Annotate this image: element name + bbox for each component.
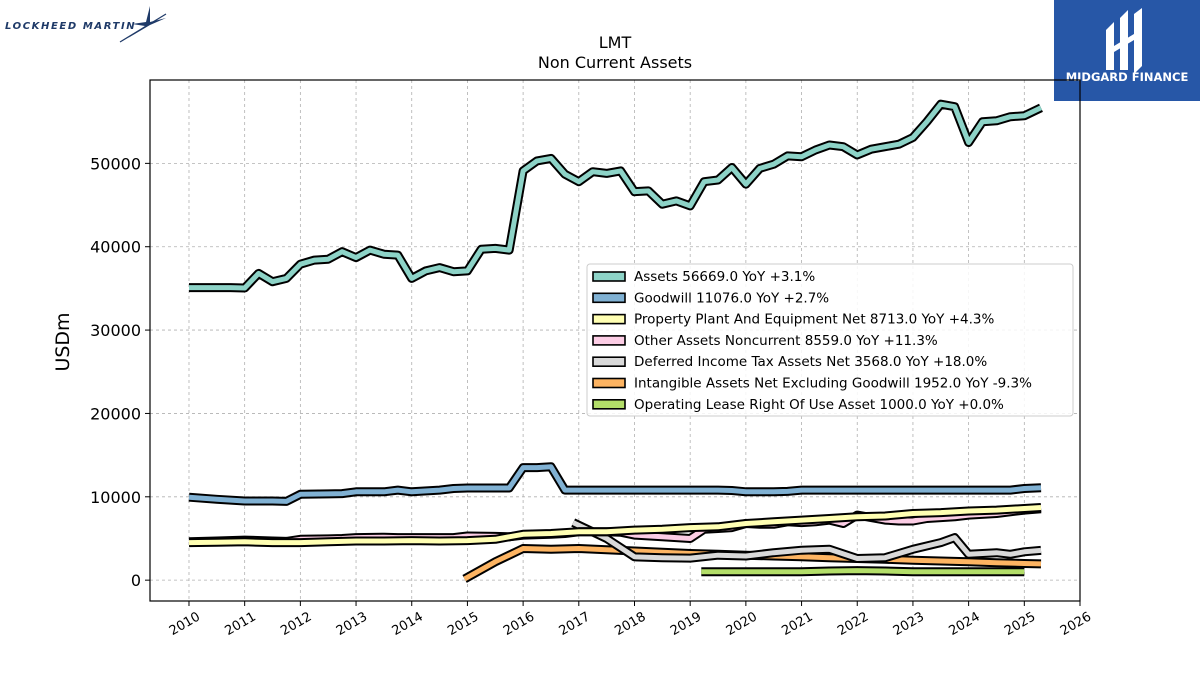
x-tick-label: 2013 bbox=[334, 609, 370, 639]
series-line bbox=[188, 505, 1042, 546]
legend-entry: Operating Lease Right Of Use Asset 1000.… bbox=[634, 397, 1004, 413]
legend-entry: Assets 56669.0 YoY +3.1% bbox=[634, 269, 815, 285]
series-line bbox=[572, 520, 1042, 561]
x-tick-label: 2019 bbox=[668, 609, 704, 639]
y-tick-label: 50000 bbox=[90, 154, 141, 173]
legend-entry: Deferred Income Tax Assets Net 3568.0 Yo… bbox=[634, 354, 987, 370]
midgard-emblem-icon bbox=[1106, 8, 1142, 74]
chart-title: LMT bbox=[599, 33, 632, 52]
series-operating-lease-right-of-use-asset bbox=[701, 566, 1025, 577]
y-tick-label: 0 bbox=[131, 571, 141, 590]
x-tick-label: 2015 bbox=[445, 609, 481, 639]
series-lines bbox=[188, 99, 1043, 583]
y-tick-label: 20000 bbox=[90, 404, 141, 423]
series-deferred-income-tax-assets-net bbox=[571, 518, 1042, 563]
y-tick-label: 30000 bbox=[90, 321, 141, 340]
x-tick-label: 2012 bbox=[278, 609, 314, 639]
legend: Assets 56669.0 YoY +3.1% Goodwill 11076.0… bbox=[586, 263, 1074, 417]
lockheed-martin-wordmark: LOCKHEED MARTIN bbox=[5, 21, 136, 32]
x-tick-label: 2021 bbox=[779, 609, 815, 639]
legend-swatch bbox=[592, 398, 626, 410]
x-tick-label: 2020 bbox=[724, 609, 760, 639]
series-goodwill bbox=[188, 462, 1042, 506]
x-tick-label: 2022 bbox=[835, 609, 871, 639]
series-line bbox=[188, 464, 1042, 504]
series-line bbox=[701, 568, 1025, 575]
x-tick-label: 2026 bbox=[1058, 609, 1094, 639]
x-tick-label: 2014 bbox=[390, 609, 426, 639]
series-line bbox=[189, 101, 1043, 291]
plot-frame bbox=[149, 79, 1081, 602]
legend-entry: Goodwill 11076.0 YoY +2.7% bbox=[634, 290, 829, 306]
legend-swatch bbox=[592, 335, 626, 346]
legend-entry: Other Assets Noncurrent 8559.0 YoY +11.3… bbox=[634, 333, 938, 349]
legend-entry: Intangible Assets Net Excluding Goodwill… bbox=[634, 376, 1032, 392]
y-tick-label: 40000 bbox=[90, 238, 141, 257]
x-tick-label: 2010 bbox=[167, 609, 203, 639]
x-tick-label: 2017 bbox=[557, 609, 593, 639]
legend-swatch bbox=[592, 292, 626, 304]
star-icon bbox=[119, 6, 167, 43]
x-tick-label: 2011 bbox=[223, 609, 259, 639]
legend-swatch bbox=[592, 271, 626, 282]
midgard-finance-wordmark: MIDGARD FINANCE bbox=[1066, 70, 1189, 84]
y-tick-label: 10000 bbox=[90, 488, 141, 507]
x-tick-label: 2016 bbox=[501, 609, 537, 639]
x-tick-label: 2018 bbox=[612, 609, 648, 639]
x-tick-label: 2025 bbox=[1002, 609, 1038, 639]
legend-swatch bbox=[592, 356, 626, 368]
chart-subtitle: Non Current Assets bbox=[538, 53, 692, 72]
series-property-plant-and-equipment-net bbox=[188, 503, 1042, 548]
series-assets bbox=[189, 99, 1043, 293]
x-tick-label: 2024 bbox=[946, 609, 982, 639]
y-axis-label: USDm bbox=[52, 312, 74, 371]
lockheed-martin-logo: LOCKHEED MARTIN bbox=[0, 0, 180, 50]
midgard-finance-logo: MIDGARD FINANCE bbox=[1054, 0, 1200, 101]
x-tick-label: 2023 bbox=[891, 609, 927, 639]
legend-swatch bbox=[592, 313, 626, 325]
legend-swatch bbox=[592, 377, 626, 389]
legend-box bbox=[586, 263, 1074, 417]
legend-entry: Property Plant And Equipment Net 8713.0 … bbox=[634, 312, 994, 328]
